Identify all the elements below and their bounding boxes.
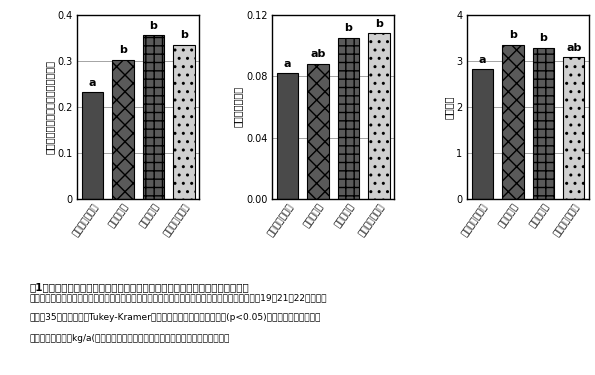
Bar: [277, 73, 298, 199]
Text: b: b: [149, 21, 158, 31]
Text: 出穂後35日目の結果。Tukey-Kramerの方法により異文字間で有意差(p<0.05)あり。穒素施肥量は、: 出穂後35日目の結果。Tukey-Kramerの方法により異文字間で有意差(p<…: [30, 314, 321, 322]
Text: b: b: [180, 30, 188, 40]
Bar: [338, 38, 359, 199]
Text: a: a: [284, 58, 292, 69]
Bar: [82, 92, 104, 199]
Text: 子実型・兼用型、ソルゴー型、スーダン型、スーダングラスの供試品種及び系統数は、それぞれ19、21、22、２２。: 子実型・兼用型、ソルゴー型、スーダン型、スーダングラスの供試品種及び系統数は、そ…: [30, 293, 327, 302]
Text: b: b: [345, 23, 352, 33]
Text: スーダングラス: スーダングラス: [162, 202, 192, 238]
Y-axis label: 希釈因子: 希釈因子: [443, 95, 453, 118]
Bar: [173, 45, 195, 199]
Text: ソルゴー型: ソルゴー型: [302, 202, 325, 229]
Bar: [502, 45, 524, 199]
Text: 図1　ソルガム類における硝酸態素素濃度、濃度因子、希釈因子の品種群比較: 図1 ソルガム類における硝酸態素素濃度、濃度因子、希釈因子の品種群比較: [30, 282, 249, 292]
Text: それぞれ２及び５kg/a(標準、多肥区）とした。２処理区の平均値を計算した。: それぞれ２及び５kg/a(標準、多肥区）とした。２処理区の平均値を計算した。: [30, 334, 230, 343]
Bar: [533, 48, 554, 199]
Text: b: b: [509, 30, 517, 40]
Text: スーダン型: スーダン型: [138, 202, 161, 229]
Text: ab: ab: [566, 43, 581, 52]
Bar: [112, 60, 134, 199]
Bar: [143, 35, 164, 199]
Text: スーダン型: スーダン型: [528, 202, 551, 229]
Text: b: b: [119, 45, 127, 56]
Text: 子実型・兼用型: 子実型・兼用型: [461, 202, 490, 238]
Bar: [472, 69, 493, 199]
Text: スーダングラス: スーダングラス: [552, 202, 581, 238]
Text: ab: ab: [310, 50, 325, 59]
Text: スーダングラス: スーダングラス: [358, 202, 386, 238]
Text: ソルゴー型: ソルゴー型: [108, 202, 130, 229]
Text: a: a: [89, 78, 96, 88]
Bar: [368, 33, 390, 199]
Text: b: b: [540, 33, 547, 44]
Y-axis label: 乾物あたりの硝酸態素素濃度（％）: 乾物あたりの硝酸態素素濃度（％）: [45, 60, 54, 154]
Bar: [307, 64, 328, 199]
Text: ソルゴー型: ソルゴー型: [497, 202, 520, 229]
Bar: [563, 57, 584, 199]
Text: スーダン型: スーダン型: [333, 202, 356, 229]
Text: a: a: [479, 55, 486, 64]
Text: 子実型・兼用型: 子実型・兼用型: [71, 202, 100, 238]
Text: b: b: [375, 19, 383, 29]
Y-axis label: 濃度因子（％）: 濃度因子（％）: [233, 86, 243, 128]
Text: 子実型・兼用型: 子実型・兼用型: [266, 202, 295, 238]
